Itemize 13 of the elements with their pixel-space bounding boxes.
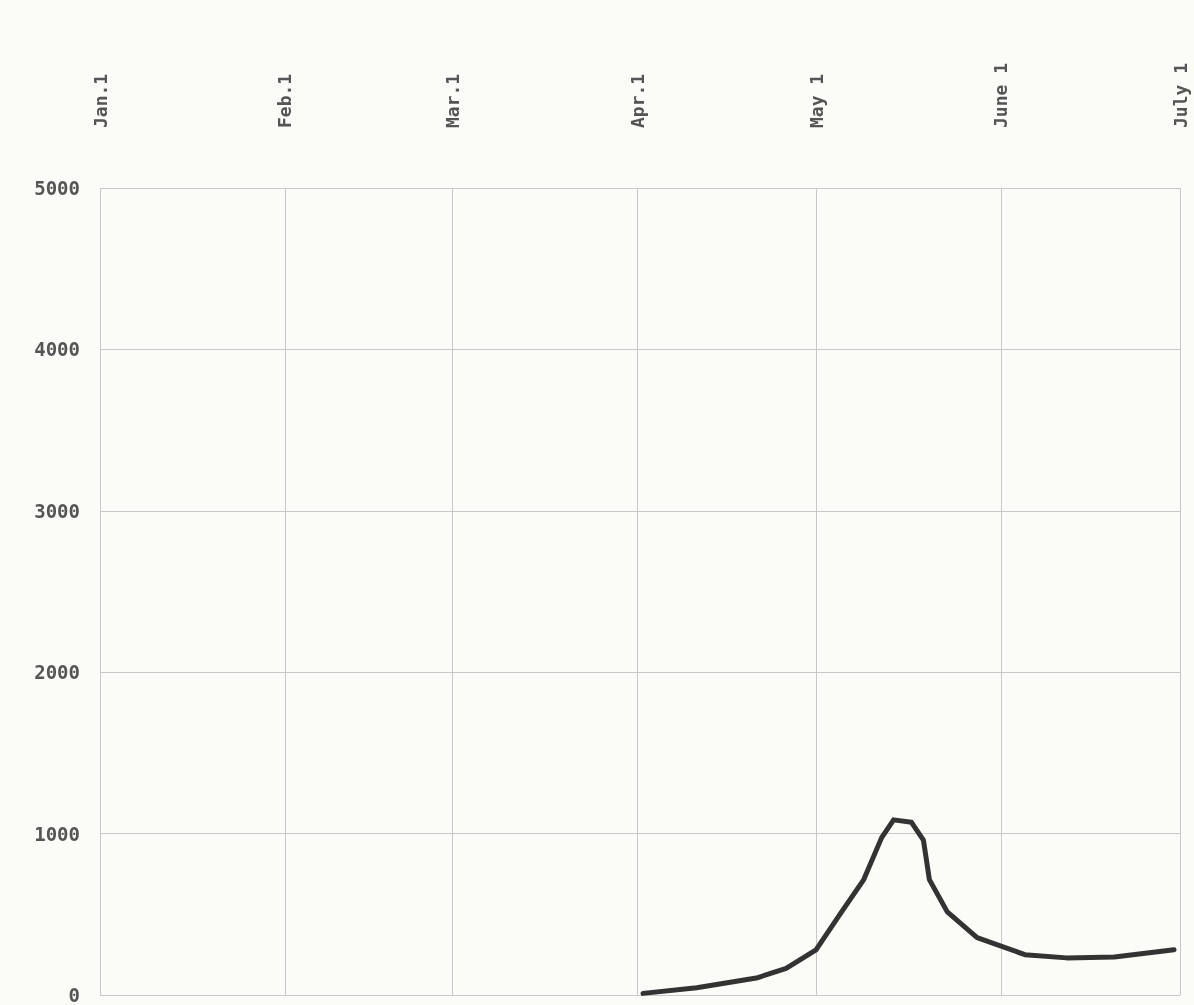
x-tick-label: July 1 bbox=[1169, 62, 1191, 128]
x-tick-label: Apr.1 bbox=[626, 73, 648, 128]
x-tick-label: June 1 bbox=[990, 62, 1012, 128]
x-tick-label: Jan.1 bbox=[89, 73, 111, 128]
y-tick-label: 1000 bbox=[34, 822, 80, 845]
x-tick-label: Mar.1 bbox=[441, 73, 463, 128]
y-tick-label: 0 bbox=[68, 984, 80, 1005]
x-tick-label: Feb.1 bbox=[274, 73, 296, 128]
y-tick-label: 4000 bbox=[34, 338, 80, 361]
y-tick-label: 2000 bbox=[34, 661, 80, 684]
y-tick-label: 3000 bbox=[34, 499, 80, 522]
y-tick-label: 5000 bbox=[34, 177, 80, 199]
x-tick-label: May 1 bbox=[805, 73, 827, 128]
